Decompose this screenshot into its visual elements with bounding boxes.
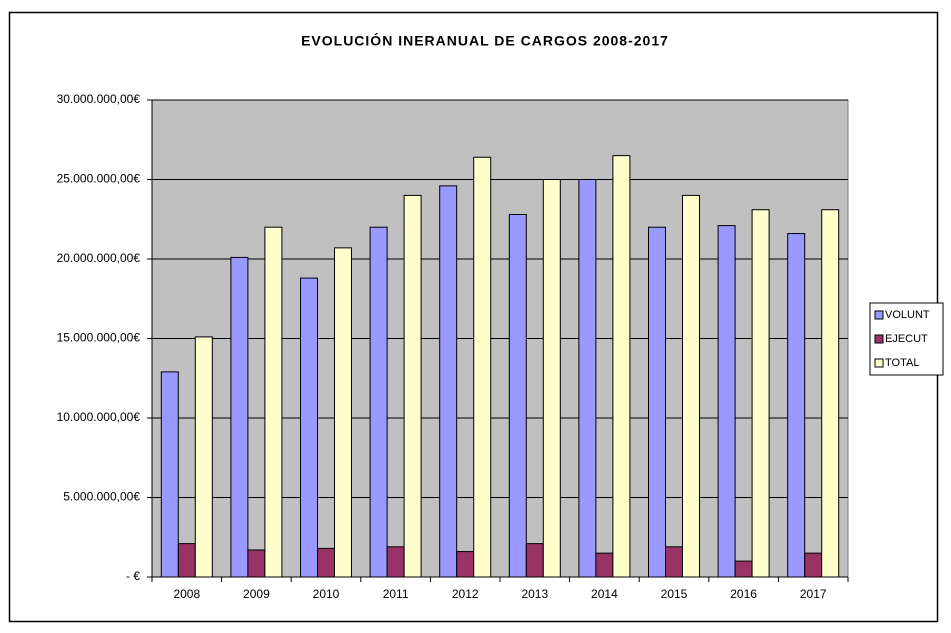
bar <box>665 546 683 578</box>
y-tick-label: 20.000.000,00€ <box>57 251 141 265</box>
x-tick-label: 2014 <box>591 587 618 601</box>
x-tick-label: 2008 <box>173 587 200 601</box>
bar <box>542 179 561 578</box>
bar <box>612 155 631 578</box>
bar <box>369 226 388 578</box>
y-tick-label: 25.000.000,00€ <box>57 172 141 186</box>
y-tick-label: 30.000.000,00€ <box>57 92 141 106</box>
legend-swatch <box>874 334 884 344</box>
y-tick-label: 15.000.000,00€ <box>57 331 141 345</box>
bar <box>317 547 335 578</box>
bar <box>682 194 700 578</box>
bar <box>578 179 597 578</box>
bar <box>230 256 249 578</box>
legend-swatch <box>874 310 884 320</box>
bar <box>160 371 179 578</box>
x-tick-label: 2012 <box>452 587 479 601</box>
legend-label: TOTAL <box>885 357 919 369</box>
x-tick-label: 2013 <box>521 587 548 601</box>
bar <box>734 560 753 578</box>
bar <box>194 336 213 578</box>
bar <box>473 156 492 578</box>
bar <box>386 546 405 578</box>
bar <box>508 213 527 578</box>
y-tick-label: 10.000.000,00€ <box>57 410 141 424</box>
y-tick-label: 5.000.000,00€ <box>63 490 140 504</box>
legend-label: VOLUNT <box>885 309 930 321</box>
x-tick-label: 2016 <box>730 587 757 601</box>
bar <box>821 209 840 578</box>
bar <box>300 277 318 578</box>
chart-title: EVOLUCIÓN INERANUAL DE CARGOS 2008-2017 <box>301 32 669 49</box>
bar <box>403 194 422 578</box>
x-tick-label: 2015 <box>661 587 688 601</box>
bar <box>648 226 666 578</box>
bar <box>264 226 283 578</box>
x-tick-label: 2017 <box>800 587 827 601</box>
legend-swatch <box>874 358 884 368</box>
bar <box>787 233 806 578</box>
bar <box>804 552 823 578</box>
bar <box>334 247 352 578</box>
bar <box>177 543 196 578</box>
bar <box>525 543 544 578</box>
bar <box>717 225 736 578</box>
x-tick-label: 2009 <box>243 587 270 601</box>
y-tick-label: - € <box>126 569 140 583</box>
bar <box>456 551 475 578</box>
bar <box>595 552 614 578</box>
bar <box>751 209 770 578</box>
bar <box>247 549 266 578</box>
bar <box>439 185 458 578</box>
x-tick-label: 2010 <box>313 587 340 601</box>
legend-label: EJECUT <box>885 333 928 345</box>
x-tick-label: 2011 <box>383 587 409 601</box>
